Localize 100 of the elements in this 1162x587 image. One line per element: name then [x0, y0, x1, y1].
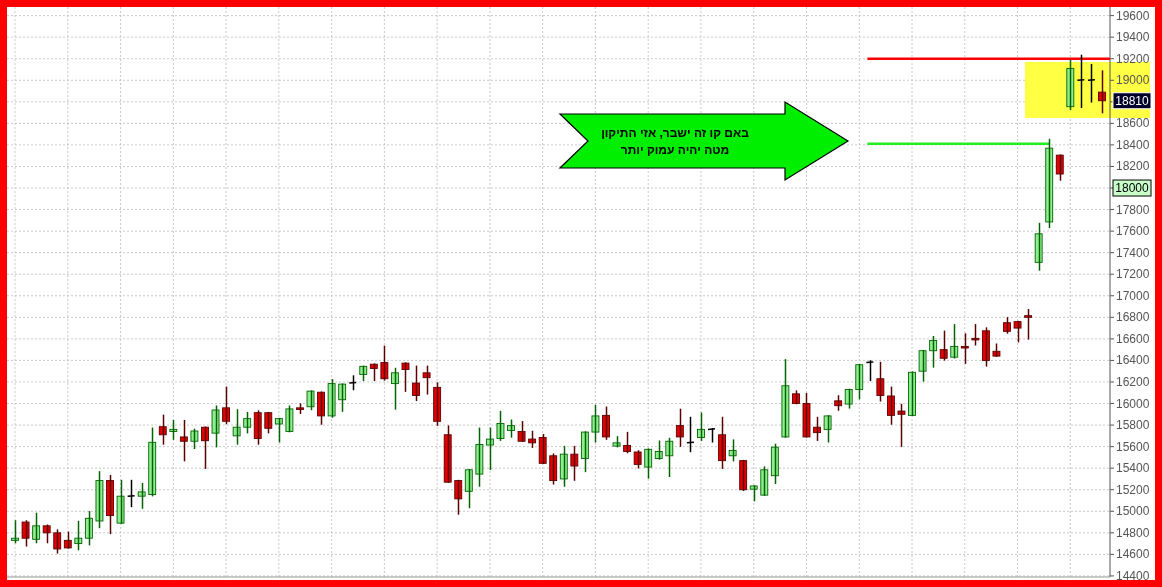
candlestick	[981, 327, 990, 367]
y-tick-label: 15600	[1116, 439, 1150, 454]
candlestick	[718, 416, 726, 469]
y-tick-label: 15800	[1116, 418, 1150, 433]
candlestick	[53, 529, 62, 554]
y-tick-label: 19000	[1116, 73, 1150, 88]
candlestick	[443, 425, 452, 483]
candlestick	[950, 324, 959, 359]
candlestick	[179, 420, 188, 462]
candlestick	[781, 359, 790, 438]
candlestick	[1024, 309, 1033, 340]
y-tick-label: 17800	[1116, 202, 1150, 217]
candlestick	[454, 479, 463, 515]
candlestick	[939, 330, 948, 361]
candlestick	[886, 386, 895, 425]
candlestick	[412, 365, 420, 402]
candlestick	[591, 404, 600, 443]
annotation: באם קו זה ישבר, אזי התיקון	[601, 126, 750, 140]
y-tick-label: 15400	[1116, 461, 1150, 476]
y-tick-label: 16600	[1116, 331, 1150, 346]
y-tick-label: 19400	[1116, 30, 1150, 45]
candlestick	[211, 405, 220, 448]
y-tick-label: 16200	[1116, 374, 1150, 389]
candlestick	[580, 431, 589, 473]
candlestick	[844, 388, 853, 409]
y-tick-label: 17200	[1116, 267, 1150, 282]
y-tick-label: 18200	[1116, 159, 1150, 174]
y-tick-label: 18400	[1116, 137, 1150, 152]
candlestick	[728, 439, 737, 462]
candlestick	[559, 445, 568, 487]
candlestick	[517, 421, 526, 442]
candlestick	[264, 411, 273, 434]
candlestick	[1055, 154, 1064, 181]
candlestick	[380, 345, 389, 381]
candlestick	[285, 405, 294, 433]
candlestick	[855, 363, 864, 400]
candlestick	[1076, 54, 1086, 108]
candlestick	[190, 428, 199, 449]
y-tick-label: 16000	[1116, 396, 1150, 411]
y-tick-label: 15000	[1116, 504, 1150, 519]
candlestick	[464, 469, 473, 509]
candlestick	[802, 393, 811, 438]
y-tick-label: 19200	[1116, 51, 1150, 66]
y-tick-label: 17400	[1116, 245, 1150, 260]
candlestick	[960, 333, 969, 364]
y-tick-label: 14600	[1116, 547, 1150, 562]
y-tick-label: 19600	[1116, 8, 1150, 23]
y-tick-label: 16400	[1116, 353, 1150, 368]
candlestick	[158, 414, 167, 445]
candlestick	[760, 466, 769, 496]
candlestick	[538, 434, 547, 465]
y-tick-label: 17000	[1116, 288, 1150, 303]
y-tick-label: 14800	[1116, 525, 1150, 540]
candlestick	[32, 512, 41, 544]
candlestick	[11, 520, 19, 544]
y-tick-label: 18600	[1116, 116, 1150, 131]
candlestick	[401, 362, 410, 392]
candlestick	[623, 431, 632, 454]
y-tick-label: 17600	[1116, 224, 1150, 239]
candlestick	[274, 417, 283, 443]
candlestick	[549, 453, 558, 485]
candlestick	[422, 365, 431, 395]
candlestick	[126, 479, 136, 508]
annotation: מטה יהיה עמוק יותר	[620, 143, 730, 157]
candlestick	[644, 448, 653, 479]
candlestick	[918, 349, 927, 382]
candlestick	[243, 411, 252, 434]
candlestick	[570, 445, 579, 481]
candlestick	[391, 367, 399, 410]
candlestick	[876, 361, 885, 402]
candlestick	[253, 410, 262, 445]
candlestick	[338, 383, 347, 412]
candlestick	[475, 427, 484, 487]
annotation: 18810	[1115, 93, 1150, 108]
candlestick	[496, 410, 505, 441]
candlestick	[1013, 320, 1022, 343]
candlestick	[602, 406, 610, 440]
candlestick	[1034, 222, 1043, 271]
candlestick	[306, 390, 315, 411]
candlestick	[971, 324, 980, 346]
candlestick	[84, 511, 93, 546]
y-tick-label: 14400	[1116, 568, 1150, 583]
candlestick	[1098, 70, 1106, 114]
candlestick	[675, 408, 684, 447]
candlestick	[317, 391, 325, 425]
annotation: 18000	[1115, 181, 1150, 196]
candlestick	[697, 412, 705, 441]
candlestick	[95, 471, 104, 529]
y-tick-label: 15200	[1116, 482, 1150, 497]
candlestick	[1087, 63, 1096, 103]
candlestick	[897, 403, 906, 447]
candlestick	[169, 420, 178, 440]
candlestick	[116, 479, 125, 524]
candlestick	[433, 382, 442, 426]
candlestick	[137, 483, 146, 509]
candlestick	[327, 379, 336, 418]
candlestick	[222, 386, 231, 425]
candlestick	[485, 427, 494, 470]
candlestick	[823, 415, 832, 443]
candlestick	[21, 520, 30, 547]
